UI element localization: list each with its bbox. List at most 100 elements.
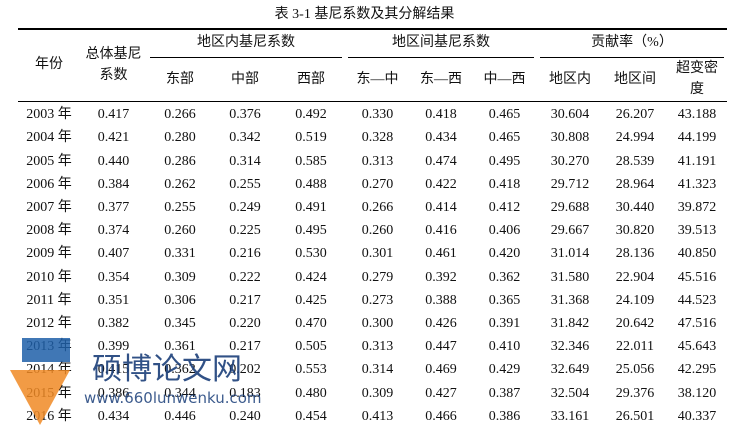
table-cell: 0.260 <box>361 223 394 239</box>
header-group: 地区间基尼系数 <box>392 35 490 50</box>
table-cell: 0.415 <box>97 362 130 378</box>
table-cell: 0.286 <box>164 153 196 169</box>
group-rule <box>348 57 534 58</box>
table-cell: 0.410 <box>488 339 521 355</box>
table-cell: 45.516 <box>677 269 717 285</box>
table-cell: 0.309 <box>164 269 196 285</box>
table-cell: 0.392 <box>425 269 457 285</box>
table-cell: 0.519 <box>295 130 327 146</box>
table-cell: 0.447 <box>425 339 457 355</box>
table-cell: 0.446 <box>164 408 196 424</box>
header-group: 地区内基尼系数 <box>197 35 295 50</box>
table-cell: 0.407 <box>97 246 130 262</box>
table-cell: 0.202 <box>229 362 261 378</box>
table-cell: 0.306 <box>164 292 196 308</box>
table-cell: 0.344 <box>164 385 196 401</box>
table-cell: 47.516 <box>677 315 717 331</box>
table-cell: 0.365 <box>488 292 521 308</box>
table-cell: 0.270 <box>361 176 394 192</box>
table-cell: 0.262 <box>164 176 196 192</box>
table-cell: 0.553 <box>295 362 327 378</box>
table-cell: 0.273 <box>361 292 394 308</box>
table-cell: 0.427 <box>425 385 457 401</box>
table-cell: 0.488 <box>295 176 327 192</box>
table-cell: 0.313 <box>361 153 394 169</box>
table-cell: 32.346 <box>550 339 590 355</box>
table-cell: 0.424 <box>295 269 327 285</box>
table-cell: 0.406 <box>488 223 521 239</box>
table-cell: 0.465 <box>488 107 521 123</box>
table-cell: 41.323 <box>677 176 717 192</box>
table-cell: 0.434 <box>97 408 130 424</box>
header-column: 东—中 <box>356 71 399 87</box>
table-cell: 0.216 <box>229 246 261 262</box>
table-title: 表 3-1 基尼系数及其分解结果 <box>274 7 455 22</box>
table-cell: 0.351 <box>97 292 130 308</box>
table-cell: 0.362 <box>164 362 196 378</box>
table-cell: 0.412 <box>488 199 521 215</box>
table-cell: 0.491 <box>295 199 327 215</box>
rule <box>18 28 727 30</box>
table-cell: 40.337 <box>677 408 717 424</box>
table-cell: 31.014 <box>550 246 590 262</box>
table-cell: 0.480 <box>295 385 327 401</box>
table-cell: 0.314 <box>361 362 394 378</box>
table-cell: 0.413 <box>361 408 394 424</box>
header-group: 贡献率（%） <box>591 35 673 50</box>
table-cell: 0.225 <box>229 223 261 239</box>
table-cell: 0.345 <box>164 315 196 331</box>
table-cell: 0.416 <box>425 223 457 239</box>
table-cell: 29.712 <box>550 176 590 192</box>
header-column: 中部 <box>231 71 259 87</box>
table-cell: 22.904 <box>615 269 655 285</box>
row-year: 2007 年 <box>26 199 72 215</box>
table-cell: 26.207 <box>615 107 655 123</box>
header-total: 总体基尼系数 <box>85 46 142 83</box>
table-cell: 44.523 <box>677 292 717 308</box>
table-cell: 0.330 <box>361 107 394 123</box>
table-cell: 28.964 <box>615 176 655 192</box>
table-cell: 0.530 <box>295 246 327 262</box>
table-cell: 0.387 <box>488 385 521 401</box>
table-cell: 44.199 <box>677 130 717 146</box>
table-cell: 0.426 <box>425 315 457 331</box>
table-cell: 39.513 <box>677 223 717 239</box>
table-cell: 0.222 <box>229 269 261 285</box>
table-cell: 0.440 <box>97 153 130 169</box>
table-cell: 0.386 <box>97 385 130 401</box>
row-year: 2011 年 <box>26 292 72 308</box>
table-cell: 0.421 <box>97 130 130 146</box>
table-cell: 0.266 <box>361 199 394 215</box>
rule <box>18 101 727 102</box>
table-cell: 0.492 <box>295 107 327 123</box>
table-cell: 0.266 <box>164 107 196 123</box>
table-cell: 0.470 <box>295 315 327 331</box>
table-cell: 33.161 <box>550 408 590 424</box>
header-column: 中—西 <box>483 71 526 87</box>
table-cell: 0.249 <box>229 199 261 215</box>
group-rule <box>540 57 724 58</box>
table-cell: 32.649 <box>550 362 590 378</box>
watermark-name: 硕博论文网 <box>92 352 242 387</box>
header-column: 地区内 <box>549 71 591 87</box>
table-cell: 24.994 <box>615 130 655 146</box>
watermark-logo <box>10 338 70 425</box>
table-cell: 45.643 <box>677 339 717 355</box>
table-cell: 0.377 <box>97 199 130 215</box>
table-cell: 0.362 <box>488 269 521 285</box>
table-cell: 31.842 <box>550 315 590 331</box>
table-cell: 0.418 <box>488 176 521 192</box>
table-cell: 38.120 <box>677 385 717 401</box>
table-cell: 29.688 <box>550 199 590 215</box>
table-cell: 0.382 <box>97 315 130 331</box>
table-cell: 32.504 <box>550 385 590 401</box>
table-cell: 0.505 <box>295 339 327 355</box>
table-cell: 42.295 <box>677 362 717 378</box>
table-cell: 0.301 <box>361 246 394 262</box>
table-cell: 0.417 <box>97 107 130 123</box>
table-cell: 31.580 <box>550 269 590 285</box>
table-cell: 20.642 <box>615 315 655 331</box>
table-cell: 0.461 <box>425 246 457 262</box>
table-cell: 43.188 <box>677 107 717 123</box>
